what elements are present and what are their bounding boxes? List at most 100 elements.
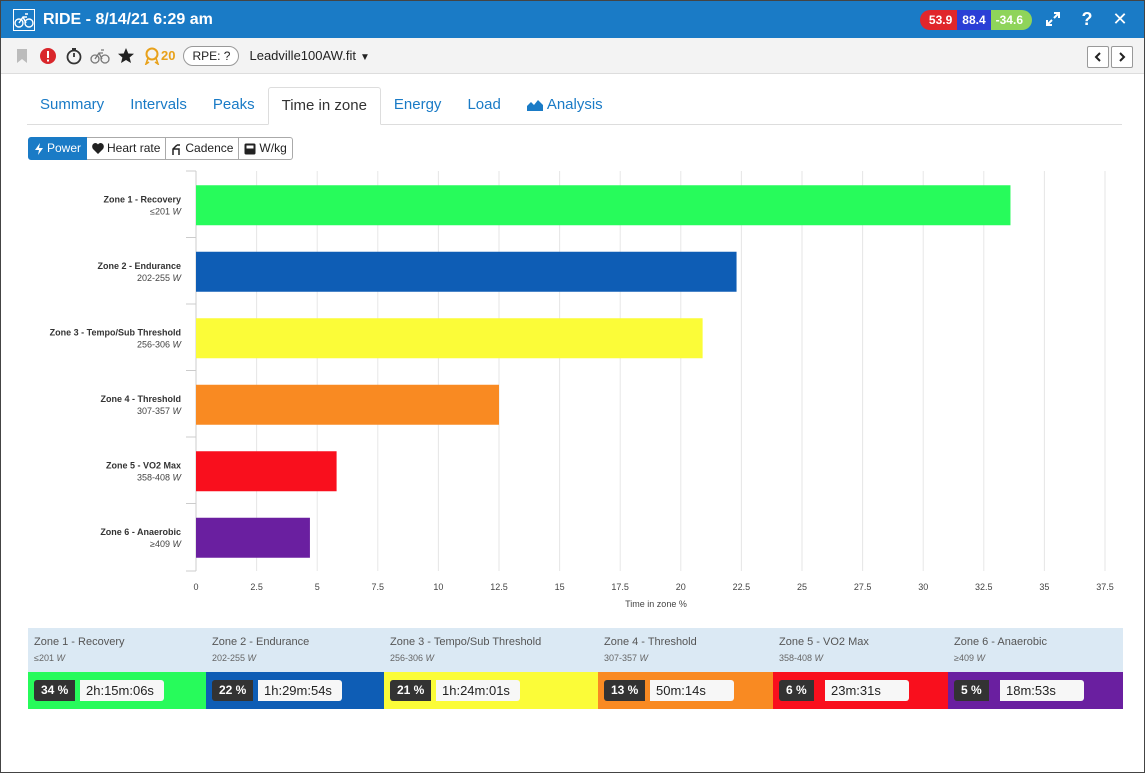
zone-summary-header: Zone 5 - VO2 Max 358-408 W (773, 628, 948, 672)
achievement-icon[interactable] (141, 45, 163, 67)
x-tick-label: 35 (1039, 582, 1049, 592)
file-dropdown[interactable]: Leadville100AW.fit ▼ (249, 48, 369, 63)
zone-name: Zone 1 - Recovery (34, 636, 125, 648)
zone-percent: 5 % (954, 680, 989, 701)
zone-range: 358-408 W (779, 653, 823, 663)
zone-summary-header: Zone 6 - Anaerobic ≥409 W (948, 628, 1123, 672)
tab-label: Load (467, 96, 501, 113)
zone-bar[interactable] (196, 185, 1011, 226)
zone-duration: 2h:15m:06s (80, 680, 164, 701)
tab-intervals[interactable]: Intervals (117, 87, 200, 124)
x-tick-label: 7.5 (372, 582, 385, 592)
close-icon[interactable]: ✕ (1112, 8, 1128, 29)
help-icon[interactable]: ? (1081, 8, 1093, 29)
zone-range-value: 202-255 (212, 653, 248, 663)
mode-heart-rate-button[interactable]: Heart rate (87, 137, 167, 160)
x-tick-label: 32.5 (975, 582, 993, 592)
zone-summary-bar: 13 % 50m:14s (598, 672, 773, 709)
x-tick-label: 15 (555, 582, 565, 592)
mode-label: Heart rate (107, 141, 161, 155)
mode-label: Cadence (185, 141, 234, 155)
x-tick-label: 2.5 (250, 582, 263, 592)
mode-label: Power (47, 141, 82, 155)
mode-power-button[interactable]: Power (28, 137, 88, 160)
zone-summary-bar: 34 % 2h:15m:06s (28, 672, 206, 709)
previous-activity-button[interactable] (1087, 46, 1109, 68)
zone-range: 202-255 W (212, 653, 256, 663)
x-tick-label: 30 (918, 582, 928, 592)
y-category-range: ≤201 W (150, 206, 182, 216)
heart-icon (92, 143, 104, 154)
zone-summary-bar: 21 % 1h:24m:01s (384, 672, 598, 709)
zone-duration: 1h:24m:01s (436, 680, 520, 701)
metric-pills: 53.9 88.4 -34.6 (919, 10, 1032, 30)
zone-name: Zone 2 - Endurance (212, 636, 310, 648)
tab-label: Summary (40, 96, 105, 113)
zone-summary-bar: 6 % 23m:31s (773, 672, 948, 709)
zone-bar[interactable] (196, 451, 337, 492)
star-icon[interactable] (115, 45, 137, 67)
y-category-range: 358-408 W (137, 472, 183, 482)
zone-percent: 6 % (779, 680, 814, 701)
zone-bar[interactable] (196, 251, 737, 292)
zone-summary-header: Zone 3 - Tempo/Sub Threshold 256-306 W (384, 628, 598, 672)
y-category-range: 307-357 W (137, 406, 183, 416)
x-tick-label: 5 (315, 582, 320, 592)
y-category-range: 202-255 W (137, 273, 183, 283)
zone-name: Zone 5 - VO2 Max (779, 636, 869, 648)
zone-range-unit: W (976, 653, 985, 663)
zone-bar[interactable] (196, 517, 310, 558)
stopwatch-icon[interactable] (63, 45, 85, 67)
area-chart-icon (526, 100, 543, 112)
next-activity-button[interactable] (1111, 46, 1133, 68)
zone-range-value: ≥409 (954, 653, 977, 663)
zone-range-unit: W (425, 653, 435, 663)
mode-cadence-button[interactable]: Cadence (166, 137, 240, 160)
mode-label: W/kg (259, 141, 287, 155)
zone-percent: 21 % (390, 680, 432, 701)
x-tick-label: 20 (676, 582, 686, 592)
metric-mode-group: Power Heart rate Cadence W/kg (28, 137, 293, 160)
zone-range-value: 256-306 (390, 653, 426, 663)
zone-name: Zone 3 - Tempo/Sub Threshold (390, 636, 542, 648)
x-tick-label: 25 (797, 582, 807, 592)
x-tick-label: 0 (193, 582, 198, 592)
caret-down-icon: ▼ (359, 52, 370, 63)
bookmark-icon[interactable] (11, 45, 33, 67)
tab-analysis[interactable]: Analysis (514, 87, 616, 124)
scale-icon (244, 143, 256, 154)
tab-time-in-zone[interactable]: Time in zone (267, 87, 381, 125)
x-tick-label: 12.5 (490, 582, 508, 592)
zone-range-value: 307-357 (604, 653, 640, 663)
tab-summary[interactable]: Summary (27, 87, 117, 124)
x-axis-label: Time in zone % (625, 599, 687, 609)
zone-range: ≥409 W (954, 653, 985, 663)
chart-y-labels: Zone 1 - Recovery ≤201 W Zone 2 - Enduranc… (50, 194, 183, 549)
alert-icon[interactable] (37, 45, 59, 67)
tab-label: Peaks (212, 96, 255, 113)
zone-range-unit: W (814, 653, 824, 663)
zone-summary-header: Zone 4 - Threshold 307-357 W (598, 628, 773, 672)
mode-wkg-button[interactable]: W/kg (239, 137, 293, 160)
zone-range-unit: W (247, 653, 257, 663)
file-name: Leadville100AW.fit (249, 48, 356, 63)
chevron-left-icon (1094, 52, 1101, 62)
bicycle-outline-icon[interactable] (89, 45, 111, 67)
zone-bar[interactable] (196, 318, 703, 359)
cadence-icon (172, 143, 181, 155)
y-category-label: Zone 1 - Recovery (103, 194, 181, 204)
zone-duration: 23m:31s (825, 680, 909, 701)
rpe-button[interactable]: RPE: ? (183, 45, 240, 66)
tab-load[interactable]: Load (454, 87, 513, 124)
zone-summary: Zone 1 - Recovery ≤201 W 34 % 2h:15m:06s Zon… (28, 628, 1123, 709)
tab-peaks[interactable]: Peaks (200, 87, 268, 124)
y-category-range: ≥409 W (150, 539, 182, 549)
tab-label: Energy (393, 96, 442, 113)
activity-tabs: Summary Intervals Peaks Time in zone Ene… (27, 87, 1122, 125)
x-tick-label: 27.5 (854, 582, 872, 592)
tab-energy[interactable]: Energy (381, 87, 455, 124)
zone-percent: 13 % (604, 680, 646, 701)
zone-bar[interactable] (196, 384, 499, 425)
expand-icon[interactable] (1041, 7, 1065, 31)
bicycle-icon (13, 8, 35, 31)
